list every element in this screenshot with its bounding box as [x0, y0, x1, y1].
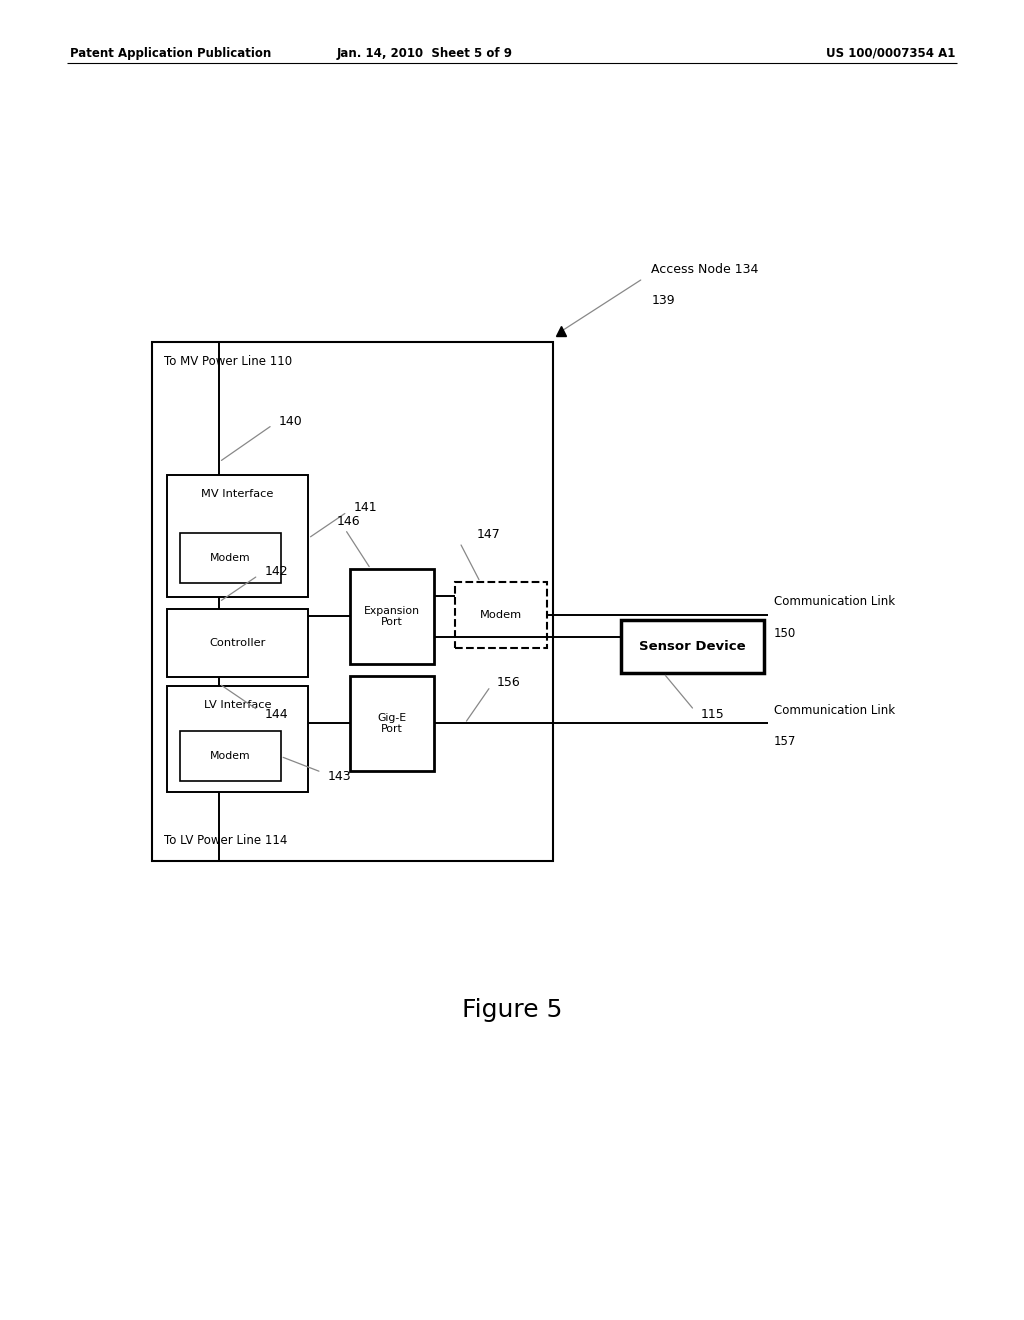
- FancyBboxPatch shape: [167, 686, 308, 792]
- FancyBboxPatch shape: [152, 342, 553, 861]
- Text: Communication Link: Communication Link: [774, 595, 895, 609]
- FancyBboxPatch shape: [180, 731, 281, 781]
- Text: Sensor Device: Sensor Device: [639, 640, 745, 653]
- Text: Jan. 14, 2010  Sheet 5 of 9: Jan. 14, 2010 Sheet 5 of 9: [337, 48, 513, 59]
- Text: Modem: Modem: [210, 751, 251, 762]
- Text: To MV Power Line 110: To MV Power Line 110: [164, 355, 292, 368]
- Text: LV Interface: LV Interface: [204, 700, 271, 710]
- FancyBboxPatch shape: [167, 609, 308, 677]
- Text: 142: 142: [264, 565, 288, 578]
- Text: 150: 150: [774, 627, 797, 640]
- Text: Gig-E
Port: Gig-E Port: [378, 713, 407, 734]
- Text: 140: 140: [279, 414, 302, 428]
- Text: 147: 147: [476, 528, 501, 541]
- Text: 146: 146: [336, 515, 360, 528]
- Text: Access Node 134: Access Node 134: [651, 263, 759, 276]
- Text: 141: 141: [353, 502, 377, 515]
- Text: 144: 144: [264, 708, 288, 721]
- Text: Communication Link: Communication Link: [774, 704, 895, 717]
- Text: 156: 156: [497, 676, 520, 689]
- FancyBboxPatch shape: [350, 569, 434, 664]
- Text: Expansion
Port: Expansion Port: [365, 606, 420, 627]
- Text: 115: 115: [700, 708, 724, 721]
- Text: Figure 5: Figure 5: [462, 998, 562, 1022]
- Text: To LV Power Line 114: To LV Power Line 114: [164, 834, 287, 847]
- FancyBboxPatch shape: [180, 533, 281, 583]
- FancyBboxPatch shape: [350, 676, 434, 771]
- Text: US 100/0007354 A1: US 100/0007354 A1: [826, 48, 955, 59]
- Text: 139: 139: [651, 294, 675, 308]
- FancyBboxPatch shape: [455, 582, 547, 648]
- Text: MV Interface: MV Interface: [202, 488, 273, 499]
- FancyBboxPatch shape: [621, 620, 764, 673]
- Text: Controller: Controller: [209, 638, 266, 648]
- Text: Modem: Modem: [210, 553, 251, 564]
- Text: 143: 143: [328, 770, 351, 783]
- FancyBboxPatch shape: [167, 475, 308, 597]
- Text: Modem: Modem: [479, 610, 522, 620]
- Text: Patent Application Publication: Patent Application Publication: [70, 48, 271, 59]
- Text: 157: 157: [774, 735, 797, 748]
